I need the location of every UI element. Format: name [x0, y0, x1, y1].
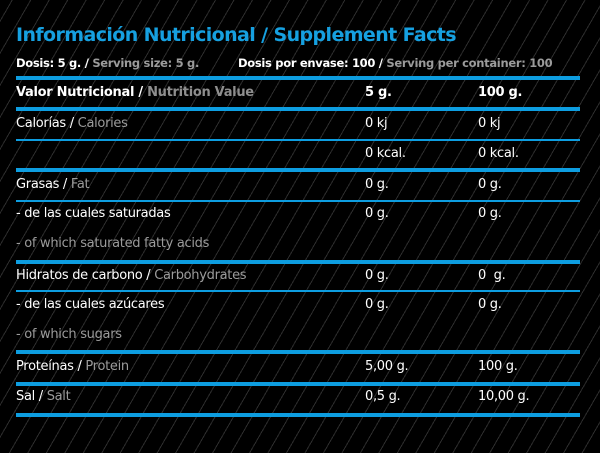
value-serving: 0,5 g.: [365, 389, 401, 404]
value-100g: 0 g.: [478, 268, 506, 283]
divider-thin: [16, 200, 580, 202]
label-es: - de las cuales saturadas: [16, 206, 171, 221]
value-serving: 0 g.: [365, 268, 389, 283]
value-100g: 0 g.: [478, 206, 502, 221]
table-row: - of which saturated fatty acids: [16, 236, 580, 260]
value-serving: 0 g.: [365, 177, 389, 192]
label-es: Calorías /: [16, 116, 74, 131]
table-header: Valor Nutricional / Nutrition Value 5 g.…: [16, 85, 580, 109]
label-en: - of which sugars: [16, 327, 122, 342]
row-label: - de las cuales saturadas: [16, 206, 171, 221]
divider-top: [16, 76, 580, 80]
label-en: Salt: [46, 389, 71, 404]
row-label: Proteínas / Protein: [16, 359, 129, 374]
header-col-serving: 5 g.: [365, 85, 392, 100]
divider-protein: [16, 382, 580, 386]
table-row: - de las cuales saturadas 0 g. 0 g.: [16, 206, 580, 230]
value-100g: 0 kcal.: [478, 146, 519, 161]
divider-carbs: [16, 350, 580, 354]
table-row: 0 kcal. 0 kcal.: [16, 146, 580, 170]
row-label: - of which sugars: [16, 327, 122, 342]
divider-fat: [16, 260, 580, 264]
table-row: - de las cuales azúcares 0 g. 0 g.: [16, 297, 580, 321]
header-label-es: Valor Nutricional /: [16, 85, 143, 100]
label-es: - de las cuales azúcares: [16, 297, 165, 312]
divider-header: [16, 107, 580, 111]
table-row: Hidratos de carbono / Carbohydrates 0 g.…: [16, 268, 580, 292]
row-label: Hidratos de carbono / Carbohydrates: [16, 268, 247, 283]
table-row: Proteínas / Protein 5,00 g. 100 g.: [16, 359, 580, 383]
label-es: Hidratos de carbono /: [16, 268, 151, 283]
header-label: Valor Nutricional / Nutrition Value: [16, 85, 254, 100]
value-100g: 0 g.: [478, 297, 502, 312]
row-label: Grasas / Fat: [16, 177, 90, 192]
label-en: Protein: [85, 359, 129, 374]
header-label-en: Nutrition Value: [147, 85, 254, 100]
value-serving: 0 g.: [365, 297, 389, 312]
label-es: Proteínas /: [16, 359, 82, 374]
table-row: Grasas / Fat 0 g. 0 g.: [16, 177, 580, 201]
value-serving: 5,00 g.: [365, 359, 409, 374]
per-container-es: Dosis por envase: 100 /: [238, 56, 383, 70]
dose-es: Dosis: 5 g. /: [16, 56, 89, 70]
label-es: Sal /: [16, 389, 43, 404]
label-en: Carbohydrates: [154, 268, 247, 283]
value-serving: 0 g.: [365, 206, 389, 221]
value-100g: 100 g.: [478, 359, 518, 374]
value-serving: 0 kj: [365, 116, 388, 131]
table-row: Sal / Salt 0,5 g. 10,00 g.: [16, 389, 580, 413]
row-label: - of which saturated fatty acids: [16, 236, 209, 251]
divider-calories: [16, 168, 580, 172]
row-label: Sal / Salt: [16, 389, 71, 404]
row-label: Calorías / Calories: [16, 116, 128, 131]
value-100g: 0 kj: [478, 116, 501, 131]
label-en: Fat: [70, 177, 90, 192]
divider-thin: [16, 290, 580, 292]
header-col-100g: 100 g.: [478, 85, 523, 100]
label-es: Grasas /: [16, 177, 68, 192]
value-100g: 0 g.: [478, 177, 502, 192]
serving-info: Dosis: 5 g. / Serving size: 5 g. Dosis p…: [16, 56, 580, 70]
dose-en: Serving size: 5 g.: [92, 56, 200, 70]
value-serving: 0 kcal.: [365, 146, 406, 161]
divider-thin: [16, 139, 580, 141]
row-label: - de las cuales azúcares: [16, 297, 165, 312]
label-en: - of which saturated fatty acids: [16, 236, 210, 251]
table-row: Calorías / Calories 0 kj 0 kj: [16, 116, 580, 140]
divider-bottom: [16, 413, 580, 417]
per-container-en: Serving per container: 100: [386, 56, 553, 70]
table-row: - of which sugars: [16, 327, 580, 351]
label-en: Calories: [77, 116, 128, 131]
value-100g: 10,00 g.: [478, 389, 530, 404]
page-title: Información Nutricional / Supplement Fac…: [16, 24, 457, 46]
servings-per-container: Dosis por envase: 100 / Serving per cont…: [238, 56, 553, 70]
serving-size: Dosis: 5 g. / Serving size: 5 g.: [16, 56, 199, 70]
